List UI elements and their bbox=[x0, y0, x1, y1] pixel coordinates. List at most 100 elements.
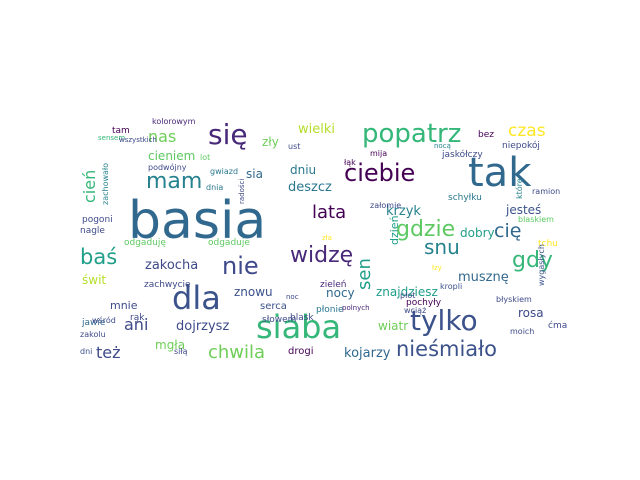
word-70: załomie bbox=[370, 201, 401, 210]
word-39: dobry bbox=[460, 226, 495, 240]
word-31: mgła bbox=[155, 338, 185, 352]
word-61: łąk bbox=[344, 158, 356, 167]
word-73: płot bbox=[400, 291, 415, 300]
word-72: zła bbox=[322, 234, 332, 242]
word-95: wygasłych bbox=[537, 244, 546, 286]
word-56: zakolu bbox=[80, 330, 106, 339]
word-35: wiatr bbox=[378, 319, 408, 333]
word-54: drogi bbox=[288, 346, 313, 357]
word-13: baś bbox=[80, 245, 117, 269]
word-64: nocą bbox=[434, 142, 451, 150]
word-3: popatrz bbox=[362, 119, 461, 149]
word-87: bez bbox=[478, 130, 494, 140]
word-22: też bbox=[96, 343, 121, 362]
word-8: gdzie bbox=[396, 217, 455, 242]
word-84: zachowało bbox=[101, 163, 110, 205]
word-44: znowu bbox=[234, 285, 273, 299]
word-7: nieśmiało bbox=[396, 337, 497, 361]
word-11: nie bbox=[222, 252, 259, 280]
word-4: dla bbox=[172, 279, 221, 317]
word-62: mija bbox=[370, 149, 387, 158]
word-45: mnie bbox=[110, 299, 138, 312]
word-78: polnych bbox=[342, 304, 370, 312]
word-32: dojrzysz bbox=[176, 319, 229, 334]
word-49: dzień bbox=[388, 215, 401, 245]
word-20: cię bbox=[494, 220, 521, 242]
word-48: odgaduje bbox=[208, 238, 250, 248]
word-53: słowem bbox=[262, 315, 296, 325]
word-47: odgaduję bbox=[124, 238, 166, 248]
word-60: wśród bbox=[92, 315, 116, 325]
word-90: które bbox=[514, 178, 524, 199]
word-94: tchu bbox=[538, 239, 558, 249]
word-74: łzy bbox=[432, 264, 442, 272]
word-12: widzę bbox=[290, 243, 353, 268]
word-43: zły bbox=[262, 135, 279, 149]
word-69: radości bbox=[238, 179, 246, 204]
word-82: wszystkich bbox=[119, 136, 157, 144]
word-33: nocy bbox=[326, 286, 355, 300]
word-65: gwiazd bbox=[210, 167, 238, 176]
word-36: znajdziesz bbox=[376, 285, 438, 299]
word-40: rosa bbox=[518, 306, 544, 320]
word-92: ramion bbox=[532, 187, 560, 196]
word-6: tylko bbox=[410, 304, 478, 337]
word-26: krzyk bbox=[386, 204, 421, 219]
word-85: pogoni bbox=[82, 215, 113, 225]
word-5: ciebie bbox=[344, 159, 415, 187]
word-66: lot bbox=[200, 153, 210, 162]
word-25: wielki bbox=[298, 122, 335, 137]
word-38: jesteś bbox=[505, 203, 541, 217]
word-24: cień bbox=[80, 170, 99, 203]
word-80: tam bbox=[112, 126, 130, 136]
word-18: lata bbox=[312, 202, 346, 223]
word-15: gdy bbox=[512, 248, 553, 273]
word-77: pochyły bbox=[406, 298, 442, 308]
word-75: kropli bbox=[440, 282, 462, 291]
word-17: czas bbox=[508, 121, 546, 141]
word-19: sen bbox=[354, 258, 375, 290]
word-83: kolorowym bbox=[152, 117, 196, 126]
word-34: kojarzy bbox=[344, 346, 391, 361]
word-37: musznę bbox=[458, 270, 509, 285]
word-67: dnia bbox=[206, 183, 223, 192]
word-2: tak bbox=[468, 150, 532, 196]
word-1: siaba bbox=[256, 308, 341, 346]
word-29: zakocha bbox=[145, 258, 198, 273]
word-42: świt bbox=[82, 273, 106, 287]
word-81: sensem bbox=[98, 134, 125, 142]
word-76: wciąż bbox=[404, 306, 426, 315]
word-41: cieniem bbox=[148, 149, 195, 163]
word-89: jaskółczy bbox=[441, 149, 483, 160]
word-51: płonie bbox=[316, 305, 344, 315]
word-0: basia bbox=[128, 191, 266, 251]
word-91: schyłku bbox=[448, 193, 482, 203]
word-63: ust bbox=[288, 142, 300, 151]
word-96: błyskiem bbox=[496, 295, 532, 304]
word-59: rąk bbox=[130, 313, 145, 323]
word-79: noc bbox=[286, 293, 299, 301]
word-98: ćma bbox=[548, 320, 567, 331]
word-50: serca bbox=[260, 301, 287, 312]
word-52: blask bbox=[290, 313, 314, 323]
word-88: niepokój bbox=[502, 140, 540, 151]
word-27: deszcz bbox=[288, 180, 332, 195]
word-30: sia bbox=[246, 167, 263, 181]
word-46: zachwycie bbox=[144, 280, 191, 290]
word-58: siłą bbox=[174, 347, 188, 356]
word-14: snu bbox=[424, 235, 460, 259]
word-86: nagle bbox=[80, 226, 105, 236]
word-28: dniu bbox=[290, 163, 316, 177]
word-16: chwila bbox=[208, 342, 265, 363]
word-68: podwójny bbox=[148, 162, 187, 172]
word-10: mam bbox=[146, 169, 202, 194]
word-55: jawie bbox=[81, 318, 106, 328]
word-21: ani bbox=[124, 315, 148, 334]
word-97: moich bbox=[510, 327, 534, 336]
word-9: się bbox=[208, 118, 248, 151]
word-57: dni bbox=[80, 347, 92, 356]
word-23: nas bbox=[148, 127, 176, 146]
word-71: zieleń bbox=[320, 280, 347, 290]
word-93: blaskiem bbox=[518, 215, 554, 224]
